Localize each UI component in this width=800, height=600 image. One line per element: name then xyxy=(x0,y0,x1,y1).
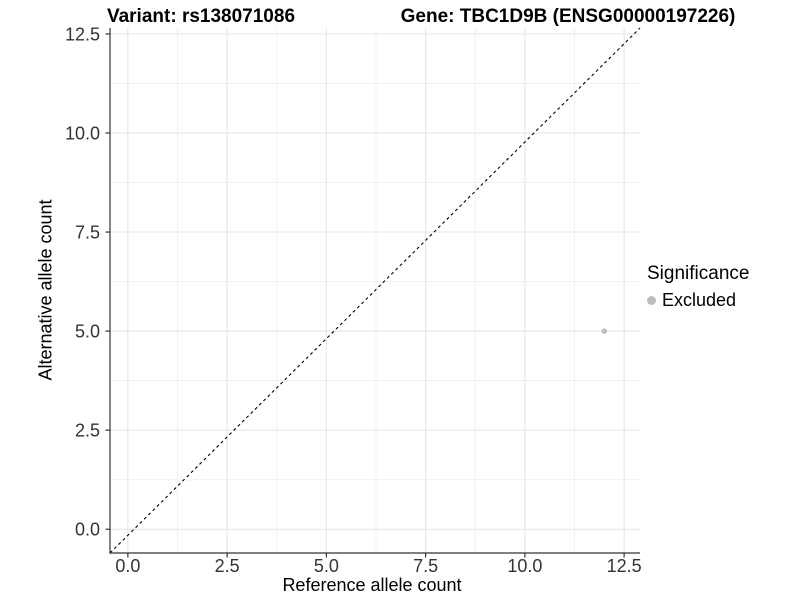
data-point xyxy=(601,328,608,334)
y-tick-label: 2.5 xyxy=(75,421,100,441)
legend-entry-label: Excluded xyxy=(662,290,737,310)
y-tick-label: 0.0 xyxy=(75,520,100,540)
legend: Significance Excluded xyxy=(647,263,749,311)
x-tick-label: 10.0 xyxy=(507,556,542,576)
x-tick-label: 12.5 xyxy=(607,556,642,576)
x-tick-label: 7.5 xyxy=(413,556,438,576)
legend-title: Significance xyxy=(647,263,750,284)
y-tick-label: 5.0 xyxy=(75,322,100,342)
plot-title-variant: Variant: rs138071086 xyxy=(106,6,296,27)
y-tick-label: 12.5 xyxy=(65,24,100,44)
x-tick-label: 5.0 xyxy=(314,556,339,576)
plot-title-gene: Gene: TBC1D9B (ENSG00000197226) xyxy=(400,6,736,27)
y-tick-label: 10.0 xyxy=(65,124,100,144)
x-axis-title: Reference allele count xyxy=(282,575,462,595)
y-axis-title: Alternative allele count xyxy=(35,199,56,381)
x-tick-label: 0.0 xyxy=(115,556,140,576)
y-tick-label: 7.5 xyxy=(75,223,100,243)
legend-entry: Excluded xyxy=(647,290,749,311)
x-tick-label: 2.5 xyxy=(215,556,240,576)
legend-point-icon xyxy=(647,296,656,305)
identity-reference-line xyxy=(109,27,641,554)
